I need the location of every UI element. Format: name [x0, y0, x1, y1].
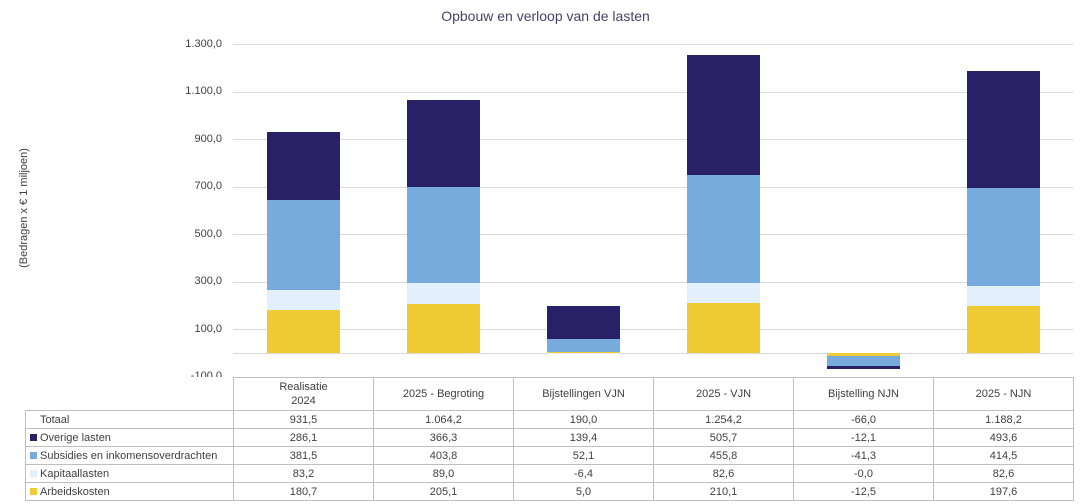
row-label: Overige lasten [25, 428, 234, 447]
table-cell: 190,0 [513, 410, 654, 429]
table-cell: 931,5 [233, 410, 374, 429]
table-cell: 139,4 [513, 428, 654, 447]
chart-data-table: Realisatie 2024 2025 - Begroting Bijstelli… [25, 377, 1074, 501]
y-tick-label: 500,0 [194, 227, 222, 240]
table-row: Totaal 931,5 1.064,2 190,0 1.254,2 -66,0 1.188… [25, 410, 1074, 429]
table-cell: 1.188,2 [933, 410, 1074, 429]
table-row: Kapitaallasten 83,2 89,0 -6,4 82,6 -0,0 82,6 [25, 464, 1074, 483]
bar-segment-subsidies-en-inkomensoverdrachten [406, 187, 480, 284]
table-row: Subsidies en inkomensoverdrachten 381,5 40… [25, 446, 1074, 465]
row-label-text: Arbeidskosten [40, 485, 110, 498]
legend-swatch-icon [30, 433, 37, 441]
table-cell: -41,3 [793, 446, 934, 465]
y-tick-label: 100,0 [194, 322, 222, 335]
y-tick-label: 1.300,0 [185, 37, 222, 50]
row-label: Totaal [25, 410, 234, 429]
row-label-text: Kapitaallasten [40, 467, 110, 480]
table-cell: 5,0 [513, 482, 654, 501]
column-header: 2025 - NJN [933, 377, 1074, 411]
row-label: Arbeidskosten [25, 482, 234, 501]
column-header: 2025 - Begroting [373, 377, 514, 411]
gridline [233, 139, 1073, 141]
bar-segment-overige-lasten [966, 70, 1040, 188]
table-cell: -12,1 [793, 428, 934, 447]
bar-segment-kapitaallasten [546, 352, 620, 355]
y-tick-label: 300,0 [194, 275, 222, 288]
gridline [233, 352, 1073, 354]
column-header: Bijstellingen VJN [513, 377, 654, 411]
row-label: Kapitaallasten [25, 464, 234, 483]
legend-swatch-icon [30, 487, 37, 495]
legend-swatch-icon [30, 451, 37, 459]
row-label: Subsidies en inkomensoverdrachten [25, 446, 234, 465]
table-row: Overige lasten 286,1 366,3 139,4 505,7 -12,1 4… [25, 428, 1074, 447]
y-axis-title: (Bedragen x € 1 miljoen) [18, 148, 30, 268]
bar-segment-arbeidskosten [546, 351, 620, 353]
table-cell: 82,6 [653, 464, 794, 483]
bar-segment-arbeidskosten [966, 306, 1040, 353]
gridline [233, 44, 1073, 45]
y-tick-label: 900,0 [194, 132, 222, 145]
table-cell: 52,1 [513, 446, 654, 465]
bar-segment-arbeidskosten [266, 310, 340, 353]
bar-segment-overige-lasten [826, 365, 900, 369]
table-cell: -66,0 [793, 410, 934, 429]
gridline [233, 91, 1073, 93]
table-cell: 82,6 [933, 464, 1074, 483]
column-header: 2025 - VJN [653, 377, 794, 411]
table-cell: 455,8 [653, 446, 794, 465]
table-cell: 403,8 [373, 446, 514, 465]
bar-segment-overige-lasten [546, 306, 620, 340]
row-label-text: Totaal [40, 413, 70, 426]
bar-segment-arbeidskosten [826, 352, 900, 356]
gridline [233, 186, 1073, 188]
table-corner-cell [26, 378, 234, 411]
bar-segment-kapitaallasten [406, 283, 480, 305]
table-cell: 210,1 [653, 482, 794, 501]
row-label-text: Subsidies en inkomensoverdrachten [40, 449, 218, 462]
bar-segment-kapitaallasten [266, 290, 340, 310]
table-cell: 89,0 [373, 464, 514, 483]
table-row: Arbeidskosten 180,7 205,1 5,0 210,1 -12,5 197,… [25, 482, 1074, 501]
table-cell: 414,5 [933, 446, 1074, 465]
bar-segment-arbeidskosten [406, 304, 480, 353]
chart-title: Opbouw en verloop van de lasten [441, 8, 650, 24]
gridline [233, 329, 1073, 331]
y-tick-label: 1.100,0 [185, 85, 222, 97]
bar-segment-subsidies-en-inkomensoverdrachten [966, 187, 1040, 287]
bar-segment-subsidies-en-inkomensoverdrachten [686, 175, 760, 284]
table-cell: -12,5 [793, 482, 934, 501]
column-header: Bijstelling NJN [793, 377, 934, 411]
bar-segment-overige-lasten [686, 54, 760, 176]
table-cell: 493,6 [933, 428, 1074, 447]
y-tick-label: 700,0 [194, 180, 222, 193]
bar-segment-overige-lasten [266, 131, 340, 200]
table-cell: 1.254,2 [653, 410, 794, 429]
bar-segment-kapitaallasten [966, 286, 1040, 306]
table-cell: 366,3 [373, 428, 514, 447]
table-cell: 1.064,2 [373, 410, 514, 429]
row-label-text: Overige lasten [40, 431, 111, 444]
bar-segment-subsidies-en-inkomensoverdrachten [546, 339, 620, 352]
gridline [233, 234, 1073, 236]
table-cell: 197,6 [933, 482, 1074, 501]
bar-segment-kapitaallasten [686, 283, 760, 303]
gridline [233, 281, 1073, 283]
table-cell: -6,4 [513, 464, 654, 483]
table-cell: -0,0 [793, 464, 934, 483]
table-header-row: Realisatie 2024 2025 - Begroting Bijstelli… [26, 377, 1074, 411]
legend-swatch-icon [30, 469, 37, 477]
table-cell: 180,7 [233, 482, 374, 501]
bar-segment-subsidies-en-inkomensoverdrachten [266, 199, 340, 291]
table-cell: 83,2 [233, 464, 374, 483]
table-cell: 505,7 [653, 428, 794, 447]
table-cell: 381,5 [233, 446, 374, 465]
bar-segment-arbeidskosten [686, 303, 760, 353]
bar-segment-subsidies-en-inkomensoverdrachten [826, 355, 900, 366]
table-cell: 205,1 [373, 482, 514, 501]
bar-segment-overige-lasten [406, 100, 480, 187]
column-header: Realisatie 2024 [233, 377, 374, 411]
table-cell: 286,1 [233, 428, 374, 447]
